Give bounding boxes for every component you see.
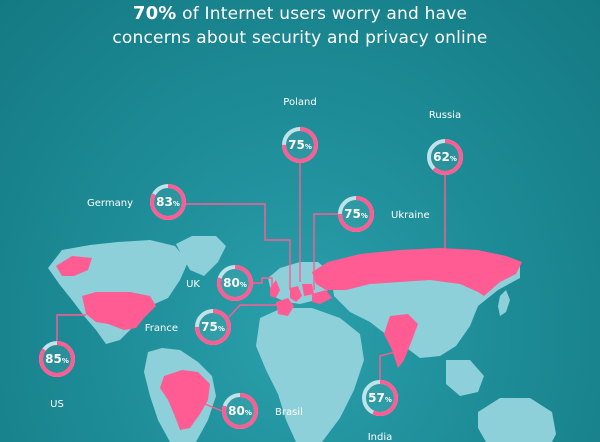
value-unit-germany: % <box>173 200 180 208</box>
connector-uk <box>253 277 273 288</box>
marker-russia: 62% Russia <box>427 110 463 175</box>
marker-poland: 75% Poland <box>282 97 318 163</box>
value-number-france: 75 <box>201 320 218 334</box>
value-brasil: 80% <box>228 404 252 418</box>
ring-progress-poland <box>282 127 318 163</box>
highlight-india <box>384 314 418 368</box>
headline-highlight: 70% <box>132 3 177 24</box>
label-poland: Poland <box>283 97 316 108</box>
value-unit-poland: % <box>305 143 312 151</box>
label-ukraine: Ukraine <box>391 210 430 221</box>
value-ukraine: 75% <box>344 207 368 221</box>
value-unit-ukraine: % <box>361 212 368 220</box>
value-unit-russia: % <box>450 155 457 163</box>
connector-germany <box>186 203 291 290</box>
connector-france <box>228 304 278 318</box>
value-poland: 75% <box>288 138 312 152</box>
highlight-uk <box>270 280 280 298</box>
country-markers: 75% Poland 62% Russia 83% Germany 75% Ukraine 80… <box>39 97 463 442</box>
value-russia: 62% <box>433 150 457 164</box>
highlight-poland <box>302 284 314 296</box>
highlight-us <box>82 292 156 330</box>
ring-progress-brasil <box>222 393 258 429</box>
highlight-russia <box>312 248 522 296</box>
label-uk: UK <box>186 279 200 290</box>
headline: 70% of Internet users worry and have con… <box>0 2 600 50</box>
value-germany: 83% <box>156 195 180 209</box>
ring-progress-ukraine <box>338 196 374 232</box>
value-france: 75% <box>201 320 225 334</box>
value-number-ukraine: 75 <box>344 207 361 221</box>
ring-progress-uk <box>217 265 253 301</box>
highlight-alaska <box>56 256 92 276</box>
marker-brasil: 80% Brasil <box>222 393 303 429</box>
land-africa <box>256 308 364 442</box>
value-unit-india: % <box>385 396 392 404</box>
marker-uk: 80% UK <box>186 265 253 301</box>
headline-line2: concerns about security and privacy onli… <box>112 28 488 48</box>
connector-us <box>56 314 86 341</box>
land-se-asia <box>446 360 484 396</box>
label-russia: Russia <box>429 110 461 121</box>
label-france: France <box>145 323 178 334</box>
marker-us: 85% US <box>39 341 75 410</box>
connector-ukraine <box>313 213 338 290</box>
label-germany: Germany <box>87 198 133 209</box>
marker-ukraine: 75% Ukraine <box>338 196 430 232</box>
highlighted-countries <box>56 248 522 430</box>
headline-line1: of Internet users worry and have <box>176 4 468 24</box>
highlight-ukraine <box>312 290 332 304</box>
value-number-russia: 62 <box>433 150 450 164</box>
value-uk: 80% <box>223 276 247 290</box>
ring-progress-germany <box>150 184 186 220</box>
ring-progress-russia <box>427 139 463 175</box>
marker-germany: 83% Germany <box>87 184 186 220</box>
land-japan <box>498 290 510 316</box>
ring-progress-france <box>195 309 231 345</box>
value-unit-uk: % <box>240 281 247 289</box>
value-number-india: 57 <box>368 391 385 405</box>
ring-progress-india <box>362 380 398 416</box>
ring-progress-us <box>39 341 75 377</box>
land-greenland <box>176 236 226 276</box>
value-unit-us: % <box>62 357 69 365</box>
highlight-germany <box>290 286 302 302</box>
label-india: India <box>368 432 393 442</box>
value-us: 85% <box>45 352 69 366</box>
connector-india <box>379 351 396 380</box>
value-number-germany: 83 <box>156 195 173 209</box>
value-unit-france: % <box>218 325 225 333</box>
value-unit-brasil: % <box>245 409 252 417</box>
value-number-uk: 80 <box>223 276 240 290</box>
value-number-poland: 75 <box>288 138 305 152</box>
connector-brasil <box>199 401 223 412</box>
land-australia <box>478 398 556 442</box>
label-us: US <box>50 399 64 410</box>
highlight-brasil <box>160 370 210 430</box>
highlight-france <box>276 298 294 316</box>
connector-lines <box>56 163 446 412</box>
value-number-us: 85 <box>45 352 62 366</box>
marker-france: 75% France <box>145 309 231 345</box>
marker-india: 57% India <box>362 380 398 442</box>
value-number-brasil: 80 <box>228 404 245 418</box>
label-brasil: Brasil <box>275 407 303 418</box>
value-india: 57% <box>368 391 392 405</box>
